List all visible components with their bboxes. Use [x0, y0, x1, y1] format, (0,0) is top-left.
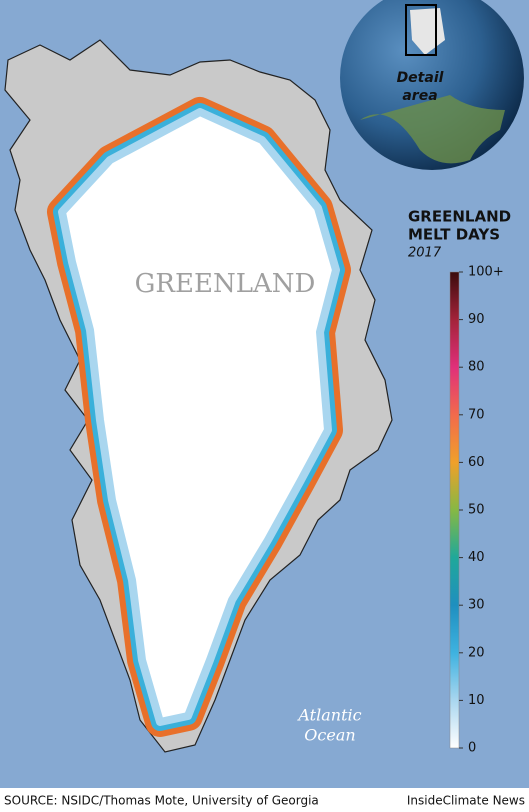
- legend-year: 2017: [408, 246, 442, 261]
- inset-label: area: [402, 88, 437, 104]
- ocean-label: Atlantic: [296, 706, 361, 725]
- source: SOURCE: NSIDC/Thomas Mote, University of…: [4, 794, 319, 808]
- colorbar-tick-label: 0: [468, 741, 476, 756]
- ice-sheet: [47, 97, 351, 737]
- land-label: GREENLAND: [135, 269, 316, 299]
- colorbar: [449, 271, 460, 749]
- detail-box: [405, 4, 437, 56]
- colorbar-tick-label: 60: [468, 455, 485, 470]
- globe-land: [360, 95, 505, 164]
- colorbar-tick-label: 20: [468, 645, 485, 660]
- colorbar-tick-label: 50: [468, 503, 485, 518]
- colorbar-tick-label: 80: [468, 360, 485, 375]
- ocean-label: Ocean: [304, 726, 355, 745]
- colorbar-tick-label: 10: [468, 693, 485, 708]
- legend-title: MELT DAYS: [408, 226, 500, 244]
- colorbar-tick-label: 40: [468, 550, 485, 565]
- colorbar-tick-label: 30: [468, 598, 485, 613]
- legend-title: GREENLAND: [408, 208, 511, 226]
- legend: 0 10 20 30 40 50 60 70 80 90 100+: [449, 265, 504, 756]
- inset-label: Detail: [397, 70, 444, 86]
- colorbar-tick-label: 70: [468, 407, 485, 422]
- colorbar-tick-label: 90: [468, 312, 485, 327]
- footer-bg: [0, 788, 529, 812]
- credit: InsideClimate News: [407, 794, 525, 808]
- colorbar-tick-label: 100+: [468, 265, 504, 280]
